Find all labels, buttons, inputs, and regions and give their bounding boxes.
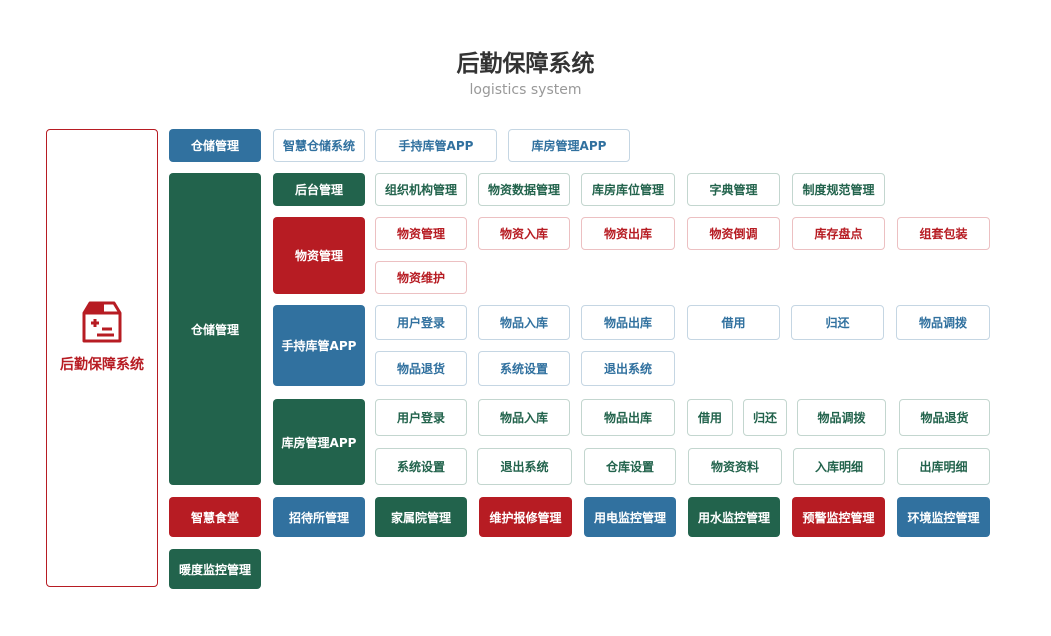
- handheld-item[interactable]: 物品调拨: [896, 305, 990, 340]
- warehouse-item[interactable]: 出库明细: [897, 448, 990, 485]
- backend-item[interactable]: 字典管理: [687, 173, 780, 206]
- warehouse-item[interactable]: 物品入库: [478, 399, 570, 436]
- bottom-item[interactable]: 家属院管理: [375, 497, 467, 537]
- backend-item[interactable]: 制度规范管理: [792, 173, 885, 206]
- handheld-node[interactable]: 手持库管APP: [273, 305, 365, 386]
- materials-item[interactable]: 库存盘点: [792, 217, 885, 250]
- warehouse-item[interactable]: 系统设置: [375, 448, 467, 485]
- item-smart-storage[interactable]: 智慧仓储系统: [273, 129, 365, 162]
- bottom-item[interactable]: 用水监控管理: [688, 497, 780, 537]
- materials-node[interactable]: 物资管理: [273, 217, 365, 294]
- handheld-item[interactable]: 归还: [791, 305, 884, 340]
- bottom-item[interactable]: 预警监控管理: [792, 497, 885, 537]
- root-label: 后勤保障系统: [60, 357, 144, 373]
- warehouse-item[interactable]: 归还: [743, 399, 787, 436]
- warehouse-item[interactable]: 物品出库: [581, 399, 675, 436]
- backend-item[interactable]: 组织机构管理: [375, 173, 467, 206]
- handheld-item[interactable]: 退出系统: [581, 351, 675, 386]
- warehouse-item[interactable]: 用户登录: [375, 399, 467, 436]
- handheld-item[interactable]: 系统设置: [478, 351, 570, 386]
- handheld-item[interactable]: 物品退货: [375, 351, 467, 386]
- bottom-item[interactable]: 维护报修管理: [479, 497, 572, 537]
- materials-item[interactable]: 组套包装: [897, 217, 990, 250]
- handheld-item[interactable]: 物品入库: [478, 305, 570, 340]
- materials-item[interactable]: 物资维护: [375, 261, 467, 294]
- warehouse-item[interactable]: 入库明细: [793, 448, 885, 485]
- materials-item[interactable]: 物资出库: [581, 217, 675, 250]
- warehouse-item[interactable]: 借用: [687, 399, 733, 436]
- warehouse-item[interactable]: 退出系统: [477, 448, 572, 485]
- page-title: 后勤保障系统: [456, 51, 595, 77]
- warehouse-item[interactable]: 物品调拨: [797, 399, 886, 436]
- bottom-item[interactable]: 暖度监控管理: [169, 549, 261, 589]
- materials-item[interactable]: 物资入库: [478, 217, 570, 250]
- storage-node[interactable]: 仓储管理: [169, 173, 261, 485]
- handheld-item[interactable]: 物品出库: [581, 305, 675, 340]
- materials-item[interactable]: 物资倒调: [687, 217, 780, 250]
- handheld-item[interactable]: 用户登录: [375, 305, 467, 340]
- materials-item[interactable]: 物资管理: [375, 217, 467, 250]
- root-node[interactable]: 后勤保障系统: [46, 129, 158, 587]
- page-subtitle: logistics system: [469, 82, 582, 98]
- bottom-item[interactable]: 招待所管理: [273, 497, 365, 537]
- backend-item[interactable]: 物资数据管理: [478, 173, 570, 206]
- item-handheld-app[interactable]: 手持库管APP: [375, 129, 497, 162]
- medical-box-icon: [82, 301, 122, 343]
- handheld-item[interactable]: 借用: [687, 305, 780, 340]
- bottom-item[interactable]: 环境监控管理: [897, 497, 990, 537]
- bottom-item[interactable]: 智慧食堂: [169, 497, 261, 537]
- item-warehouse-app[interactable]: 库房管理APP: [508, 129, 630, 162]
- storage-top-node[interactable]: 仓储管理: [169, 129, 261, 162]
- backend-item[interactable]: 库房库位管理: [581, 173, 675, 206]
- warehouse-item[interactable]: 物资资料: [688, 448, 782, 485]
- warehouse-item[interactable]: 物品退货: [899, 399, 990, 436]
- bottom-item[interactable]: 用电监控管理: [584, 497, 676, 537]
- warehouse-item[interactable]: 仓库设置: [584, 448, 676, 485]
- backend-node[interactable]: 后台管理: [273, 173, 365, 206]
- warehouse-node[interactable]: 库房管理APP: [273, 399, 365, 485]
